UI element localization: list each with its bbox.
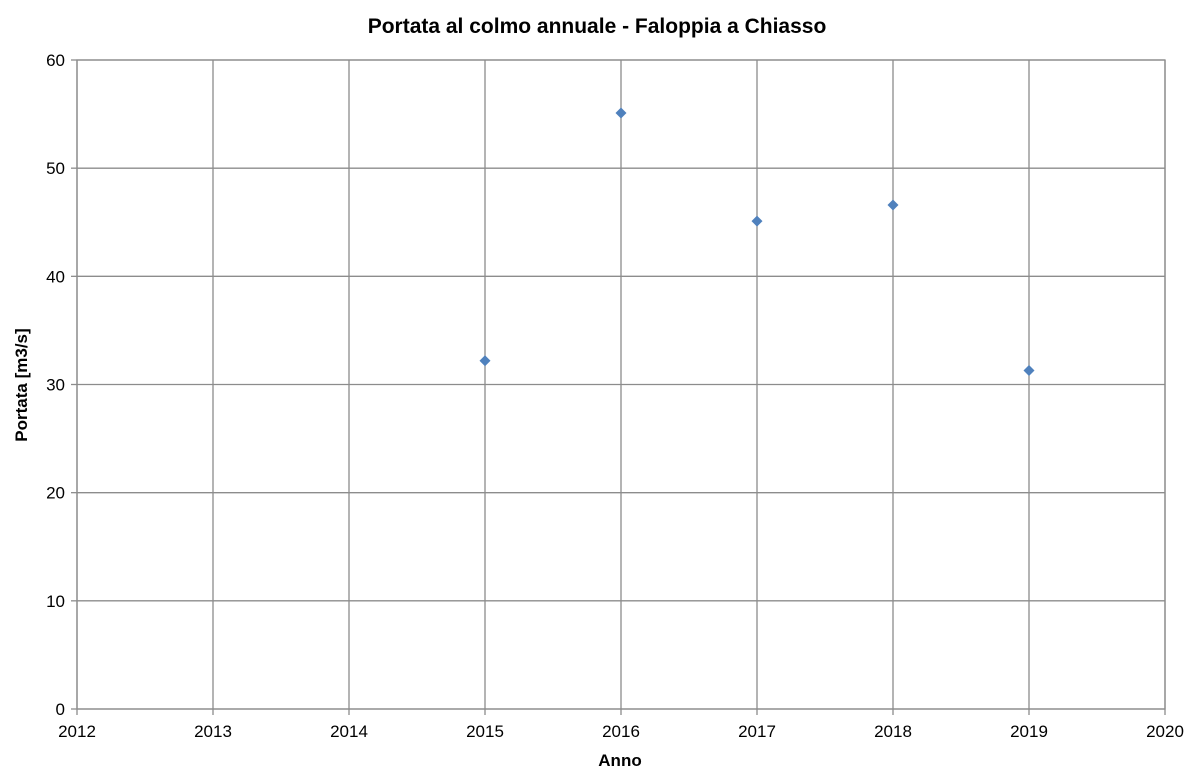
data-points (479, 107, 1035, 376)
chart-title: Portata al colmo annuale - Faloppia a Ch… (368, 15, 827, 38)
x-tick-label: 2017 (738, 722, 776, 741)
x-tick-label: 2013 (194, 722, 232, 741)
y-tick-label: 20 (46, 484, 65, 503)
y-tick-label: 0 (56, 700, 65, 719)
x-axis-title: Anno (598, 751, 641, 769)
grid (71, 59, 1166, 715)
y-tick-label: 60 (46, 51, 65, 70)
x-tick-label: 2019 (1010, 722, 1048, 741)
x-tick-label: 2020 (1146, 722, 1184, 741)
y-tick-label: 40 (46, 267, 65, 286)
data-point-marker (479, 355, 491, 367)
data-point-marker (887, 199, 899, 211)
x-tick-label: 2018 (874, 722, 912, 741)
data-point-marker (1023, 364, 1035, 376)
x-tick-labels: 2012 2013 2014 2015 2016 2017 2018 2019 2020 (58, 722, 1184, 741)
x-tick-label: 2015 (466, 722, 504, 741)
x-tick-label: 2014 (330, 722, 368, 741)
data-point-marker (615, 107, 627, 119)
y-tick-labels: 0 10 20 30 40 50 60 (46, 51, 65, 719)
data-point-marker (751, 215, 763, 227)
y-tick-label: 10 (46, 592, 65, 611)
y-axis-title: Portata [m3/s] (12, 328, 31, 441)
y-tick-label: 50 (46, 159, 65, 178)
x-tick-label: 2016 (602, 722, 640, 741)
x-tick-label: 2012 (58, 722, 96, 741)
y-tick-label: 30 (46, 376, 65, 395)
